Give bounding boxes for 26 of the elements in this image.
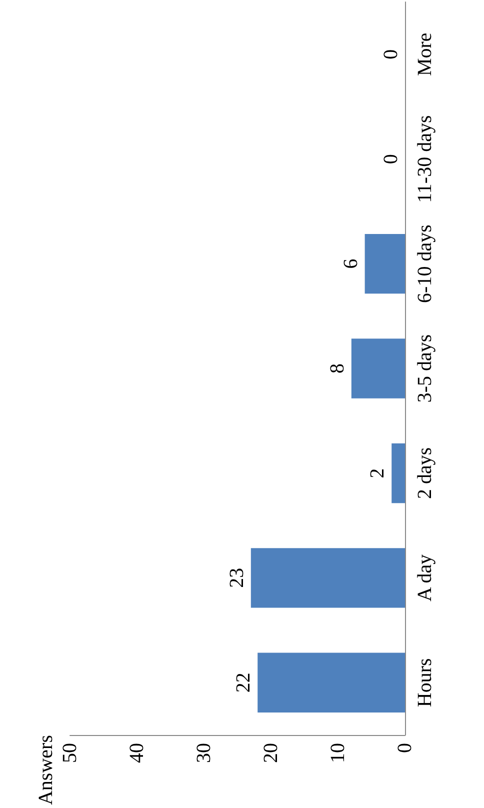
y-tick-label: 11-30 days [414,115,436,203]
y-axis-title: Answers [35,734,57,806]
bar [364,234,405,294]
data-label: 6 [340,258,362,269]
data-label: 8 [326,364,348,374]
y-tick-label: More [414,32,436,76]
x-tick-label: 20 [260,743,282,764]
bar [351,338,405,398]
bar [250,548,405,608]
y-tick-label: 2 days [414,447,436,500]
y-tick-label: A day [414,554,436,602]
x-tick-label: 0 [394,743,416,754]
x-tick-label: 40 [126,743,148,764]
data-label: 23 [226,568,248,588]
data-label: 0 [380,154,402,164]
y-tick-label: 3-5 days [414,334,436,403]
data-label: 22 [232,672,255,693]
y-tick-label: Hours [414,658,436,708]
bar [392,443,405,504]
data-label: 0 [380,49,402,60]
bar [258,652,405,712]
y-tick-label: 6-10 days [414,224,436,303]
data-label: 2 [366,468,389,478]
x-tick-label: 50 [59,743,81,764]
x-tick-label: 30 [193,743,215,764]
x-tick-label: 10 [327,743,349,764]
